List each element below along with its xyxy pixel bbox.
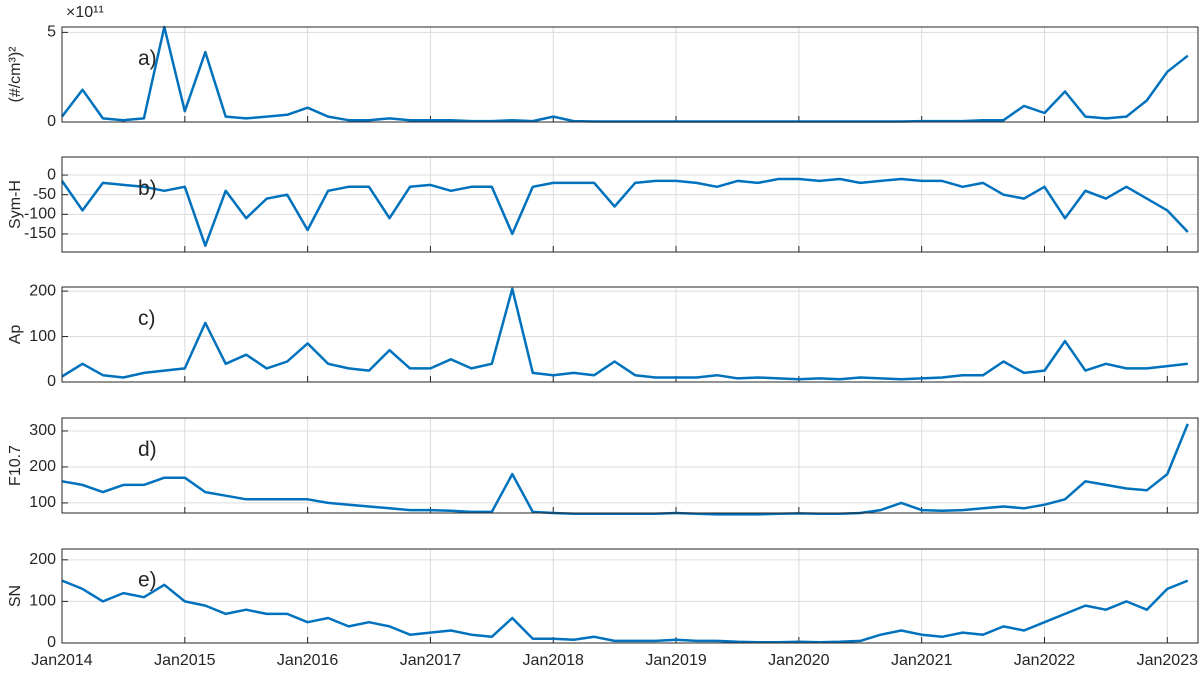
panel-label: c) <box>138 307 156 330</box>
x-tick-label: Jan2015 <box>154 652 215 669</box>
x-tick-label: Jan2017 <box>400 652 461 669</box>
axes-box <box>61 548 1199 644</box>
y-axis-label: Sym-H <box>7 180 24 229</box>
y-tick-label: -50 <box>33 186 56 203</box>
panel-label: d) <box>138 438 157 461</box>
y-tick-label: 200 <box>29 458 56 475</box>
y-axis-label: Ap <box>7 325 24 345</box>
x-tick-label: Jan2022 <box>1014 652 1075 669</box>
y-tick-label: -100 <box>24 206 56 223</box>
axes-box <box>61 26 1199 123</box>
axes-box <box>61 417 1199 514</box>
y-tick-label: 0 <box>47 113 56 130</box>
x-tick-label: Jan2019 <box>645 652 706 669</box>
y-tick-label: 300 <box>29 422 56 439</box>
panel-label: b) <box>138 177 157 200</box>
y-axis-label: SN <box>7 585 24 607</box>
y-axis-label: F10.7 <box>7 445 24 486</box>
y-tick-label: 0 <box>47 373 56 390</box>
panel-label: e) <box>138 569 157 592</box>
data-line <box>61 423 1189 516</box>
y-tick-label: 0 <box>47 166 56 183</box>
data-line <box>61 25 1189 123</box>
x-tick-label: Jan2014 <box>31 652 92 669</box>
data-line <box>61 287 1188 381</box>
y-tick-label: 5 <box>47 24 56 41</box>
x-tick-label: Jan2018 <box>523 652 584 669</box>
x-tick-label: Jan2021 <box>891 652 952 669</box>
y-tick-label: 100 <box>29 328 56 345</box>
y-tick-label: 100 <box>29 494 56 511</box>
y-tick-label: 0 <box>47 634 56 651</box>
y-axis-label: (#/cm³)² <box>7 46 24 103</box>
data-line <box>61 579 1189 644</box>
x-tick-label: Jan2016 <box>277 652 338 669</box>
y-tick-label: 200 <box>29 282 56 299</box>
x-tick-label: Jan2023 <box>1137 652 1198 669</box>
y-tick-label: 200 <box>29 551 56 568</box>
panel-label: a) <box>138 47 157 70</box>
y-offset-label: ×10¹¹ <box>66 4 104 21</box>
y-tick-label: 100 <box>29 593 56 610</box>
axes-box <box>61 156 1199 253</box>
y-tick-label: -150 <box>24 225 56 242</box>
x-tick-label: Jan2020 <box>768 652 829 669</box>
axes-box <box>61 286 1199 383</box>
data-line <box>60 177 1189 247</box>
